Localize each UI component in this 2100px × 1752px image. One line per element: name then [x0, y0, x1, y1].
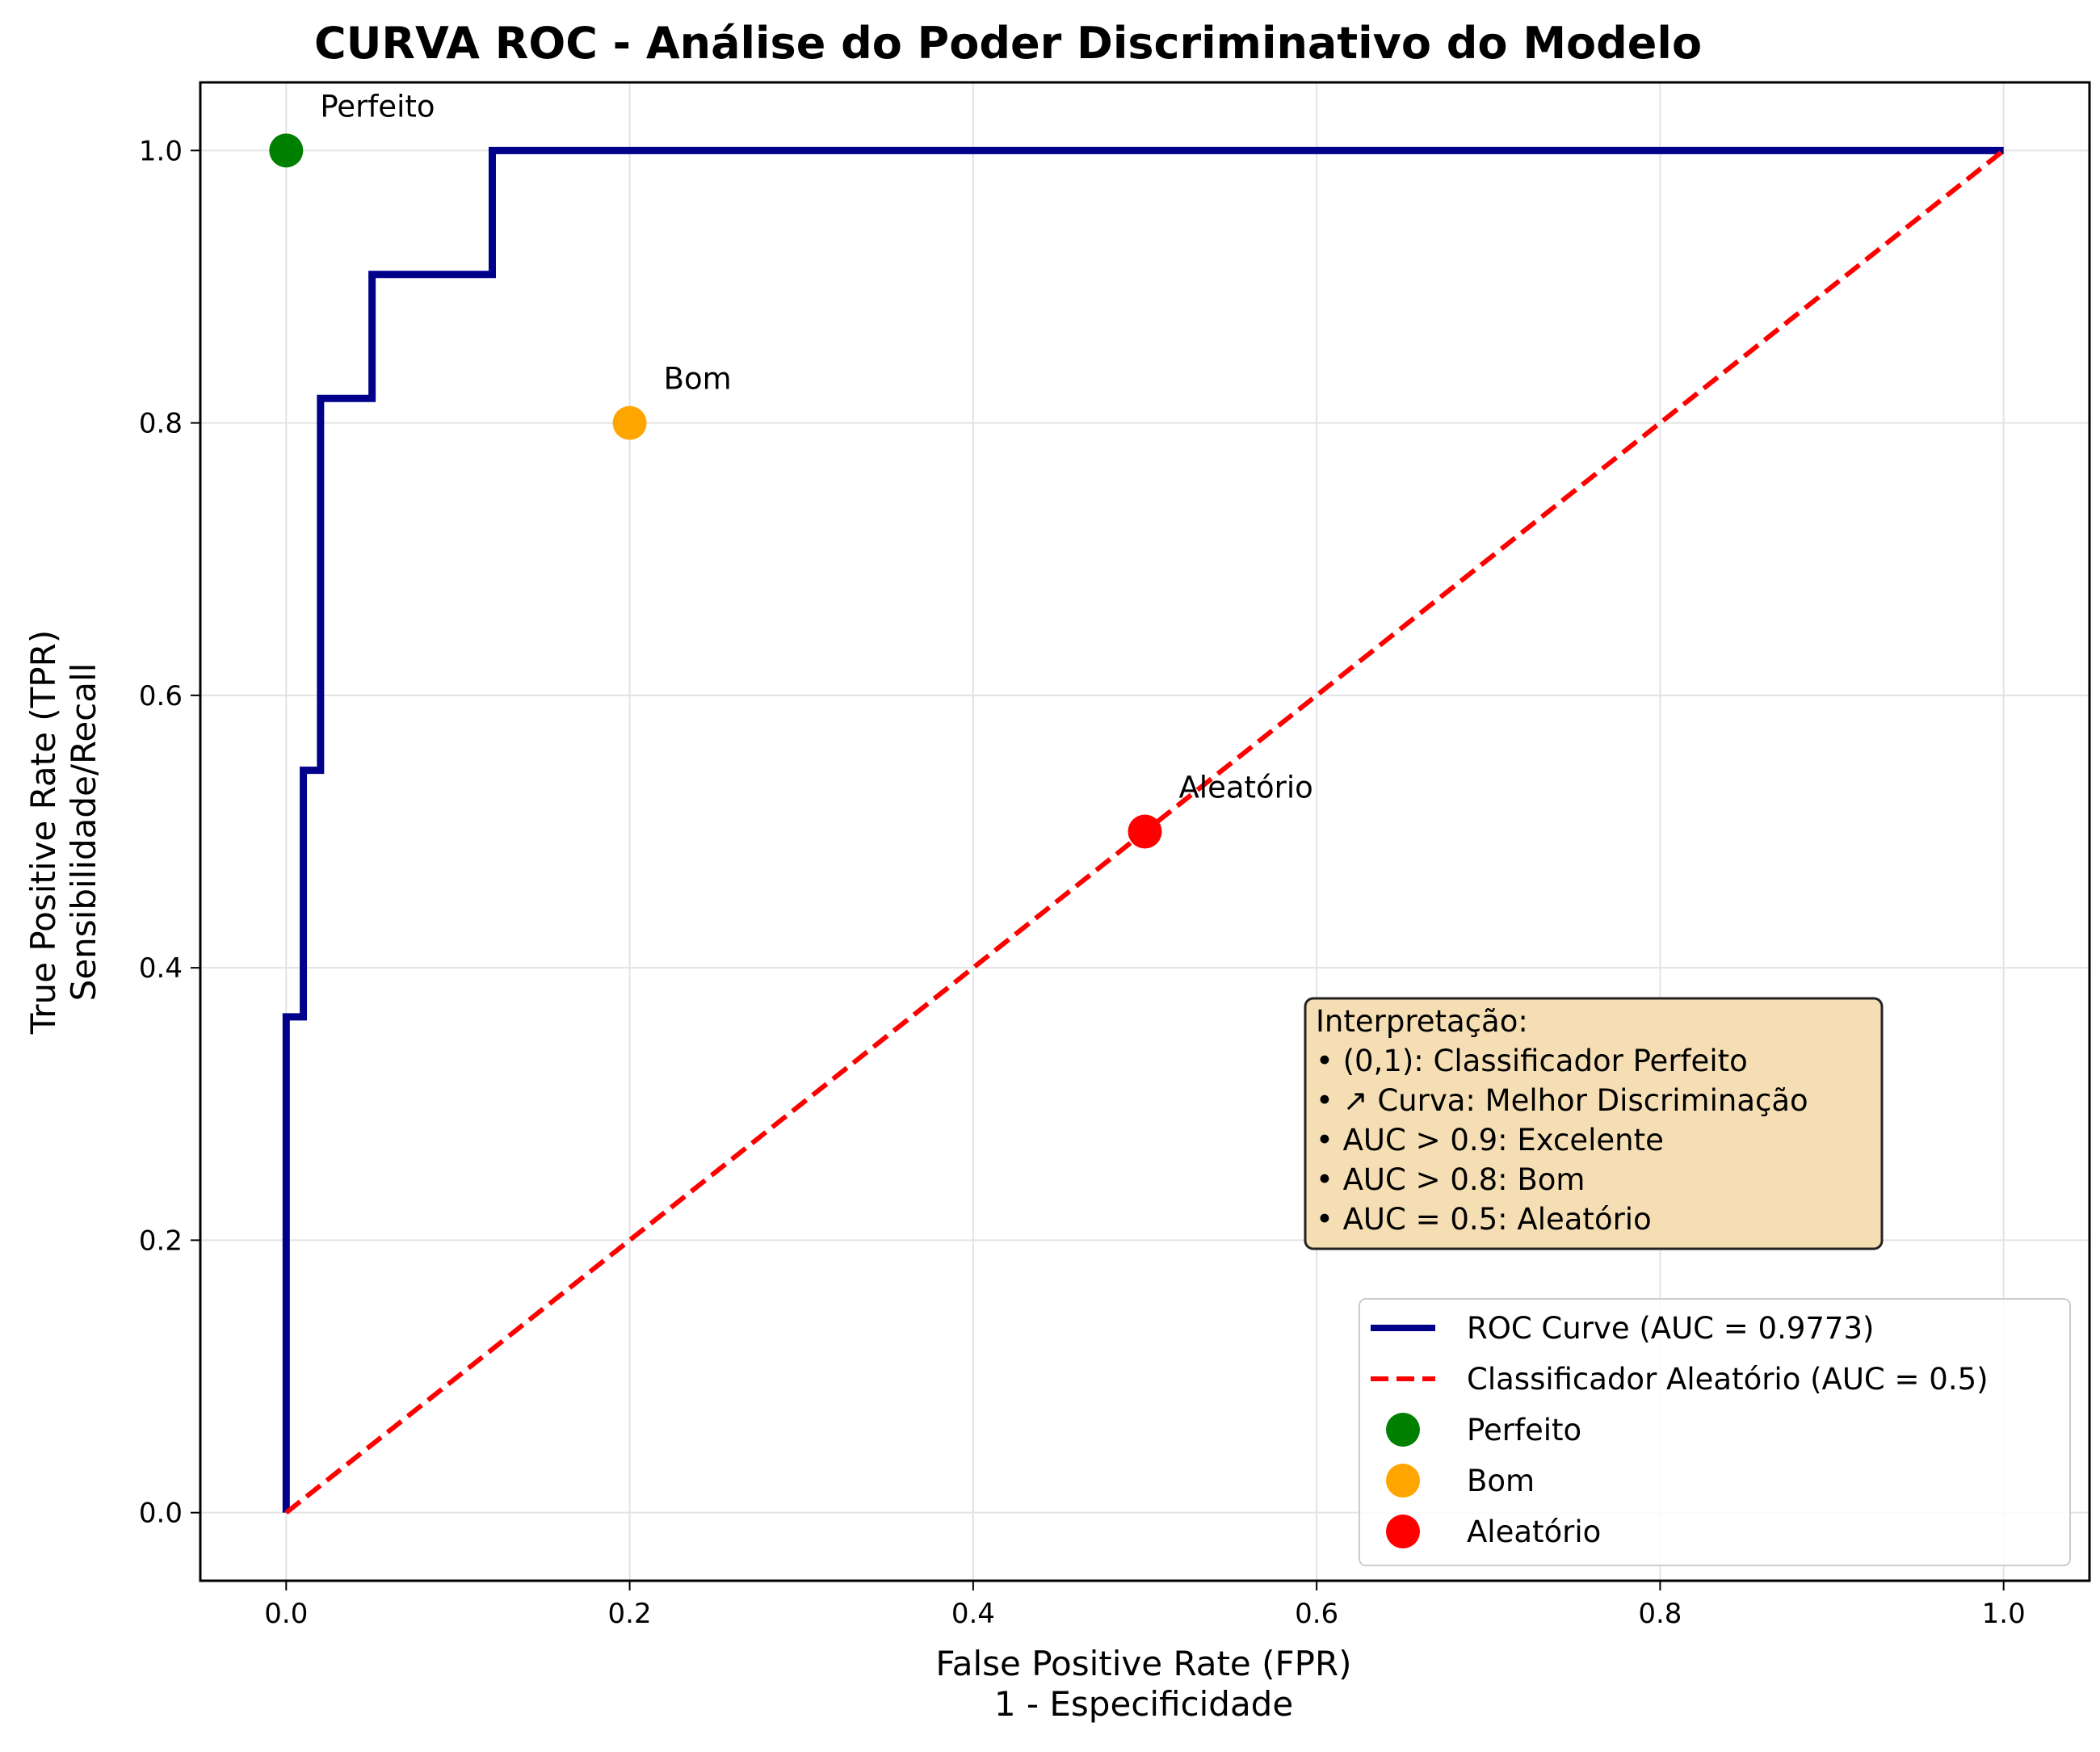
point-2-label: Aleatório: [1179, 771, 1313, 805]
legend-roc-label: ROC Curve (AUC = 0.9773): [1467, 1311, 1874, 1346]
legend-perfeito-label: Perfeito: [1467, 1413, 1581, 1447]
y-tick-label: 0.8: [139, 408, 183, 440]
y-axis-label-secondary: Sensibilidade/Recall: [64, 663, 103, 1002]
interpretation-line: • ↗ Curva: Melhor Discriminação: [1316, 1083, 1808, 1118]
chart-title: CURVA ROC - Análise do Poder Discriminat…: [314, 18, 1702, 69]
plot-frame: [199, 81, 2091, 1582]
point-1-label: Bom: [664, 362, 732, 397]
interpretation-line: • AUC > 0.9: Excelente: [1316, 1123, 1664, 1157]
y-tick-label: 0.4: [139, 952, 183, 985]
legend-perfeito-marker: [1386, 1413, 1420, 1447]
x-tick-label: 0.0: [264, 1598, 308, 1630]
legend: ROC Curve (AUC = 0.9773) Classificador A…: [1359, 1298, 2071, 1566]
legend-aleatorio-marker: [1386, 1515, 1420, 1548]
legend-random-label: Classificador Aleatório (AUC = 0.5): [1467, 1362, 1989, 1397]
point-0-marker: [269, 133, 304, 168]
interpretation-title: Interpretação:: [1316, 1004, 1528, 1039]
interpretation-line: • (0,1): Classificador Perfeito: [1316, 1044, 1748, 1078]
points-layer: Perfeito Bom Aleatório: [269, 89, 1313, 849]
y-tick-label: 0.6: [139, 680, 183, 712]
x-tick-label: 0.6: [1295, 1598, 1338, 1630]
x-tick-label: 1.0: [1982, 1598, 2026, 1630]
interpretation-line: • AUC = 0.5: Aleatório: [1316, 1202, 1652, 1237]
x-tick-label: 0.4: [951, 1598, 995, 1630]
x-tick-label: 0.2: [608, 1598, 652, 1630]
roc-curve-line: [282, 146, 2004, 1513]
y-axis-label: True Positive Rate (TPR): [23, 630, 63, 1035]
interpretation-box: Interpretação: • (0,1): Classificador Pe…: [1304, 997, 1884, 1250]
interpretation-box-background: [1304, 997, 1884, 1250]
point-1-marker: [612, 405, 647, 440]
y-axis-ticks: 0.0 0.2 0.4 0.6 0.8 1.0: [139, 135, 200, 1530]
legend-background: [1359, 1298, 2071, 1566]
point-2-marker: [1128, 814, 1162, 849]
x-tick-label: 0.8: [1638, 1598, 1682, 1630]
legend-bom-marker: [1386, 1464, 1420, 1498]
x-axis-ticks: 0.0 0.2 0.4 0.6 0.8 1.0: [264, 1581, 2026, 1630]
x-axis-label: False Positive Rate (FPR): [935, 1644, 1351, 1683]
legend-bom-label: Bom: [1467, 1464, 1535, 1498]
y-tick-label: 0.2: [139, 1225, 183, 1257]
point-0-label: Perfeito: [320, 89, 435, 124]
x-axis-label-secondary: 1 - Especificidade: [994, 1684, 1293, 1724]
y-tick-label: 0.0: [139, 1498, 183, 1530]
interpretation-line: • AUC > 0.8: Bom: [1316, 1162, 1585, 1197]
legend-aleatorio-label: Aleatório: [1467, 1515, 1601, 1549]
y-tick-label: 1.0: [139, 135, 183, 167]
